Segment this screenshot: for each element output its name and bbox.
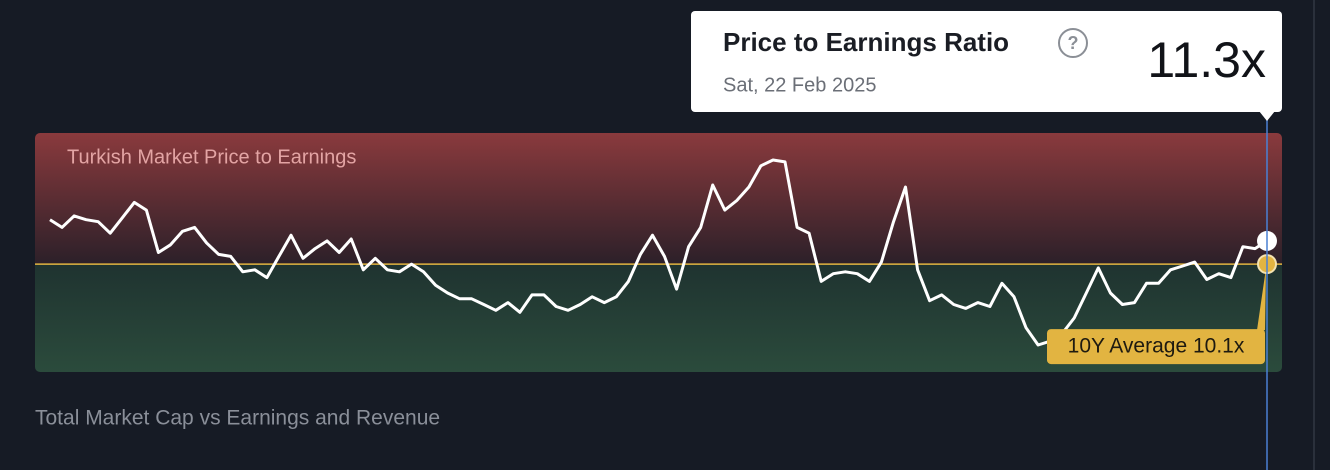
average-label-pointer: [1257, 268, 1266, 331]
tooltip-value: 11.3x: [1147, 32, 1266, 88]
average-label: 10Y Average 10.1x: [1047, 268, 1266, 365]
tooltip-date: Sat, 22 Feb 2025: [723, 74, 876, 96]
tooltip-pointer: [1259, 111, 1275, 121]
tooltip-box: [691, 11, 1282, 112]
section-title: Total Market Cap vs Earnings and Revenue: [35, 407, 440, 430]
tooltip: Price to Earnings Ratio ? Sat, 22 Feb 20…: [691, 11, 1282, 121]
average-label-box: [1047, 329, 1265, 365]
average-label-text: 10Y Average 10.1x: [1068, 335, 1245, 358]
chart-title: Turkish Market Price to Earnings: [67, 146, 356, 168]
help-icon-glyph[interactable]: ?: [1068, 33, 1079, 53]
tooltip-title: Price to Earnings Ratio: [723, 27, 1009, 57]
help-icon[interactable]: [1058, 28, 1088, 58]
above-average-band: [35, 133, 1282, 265]
